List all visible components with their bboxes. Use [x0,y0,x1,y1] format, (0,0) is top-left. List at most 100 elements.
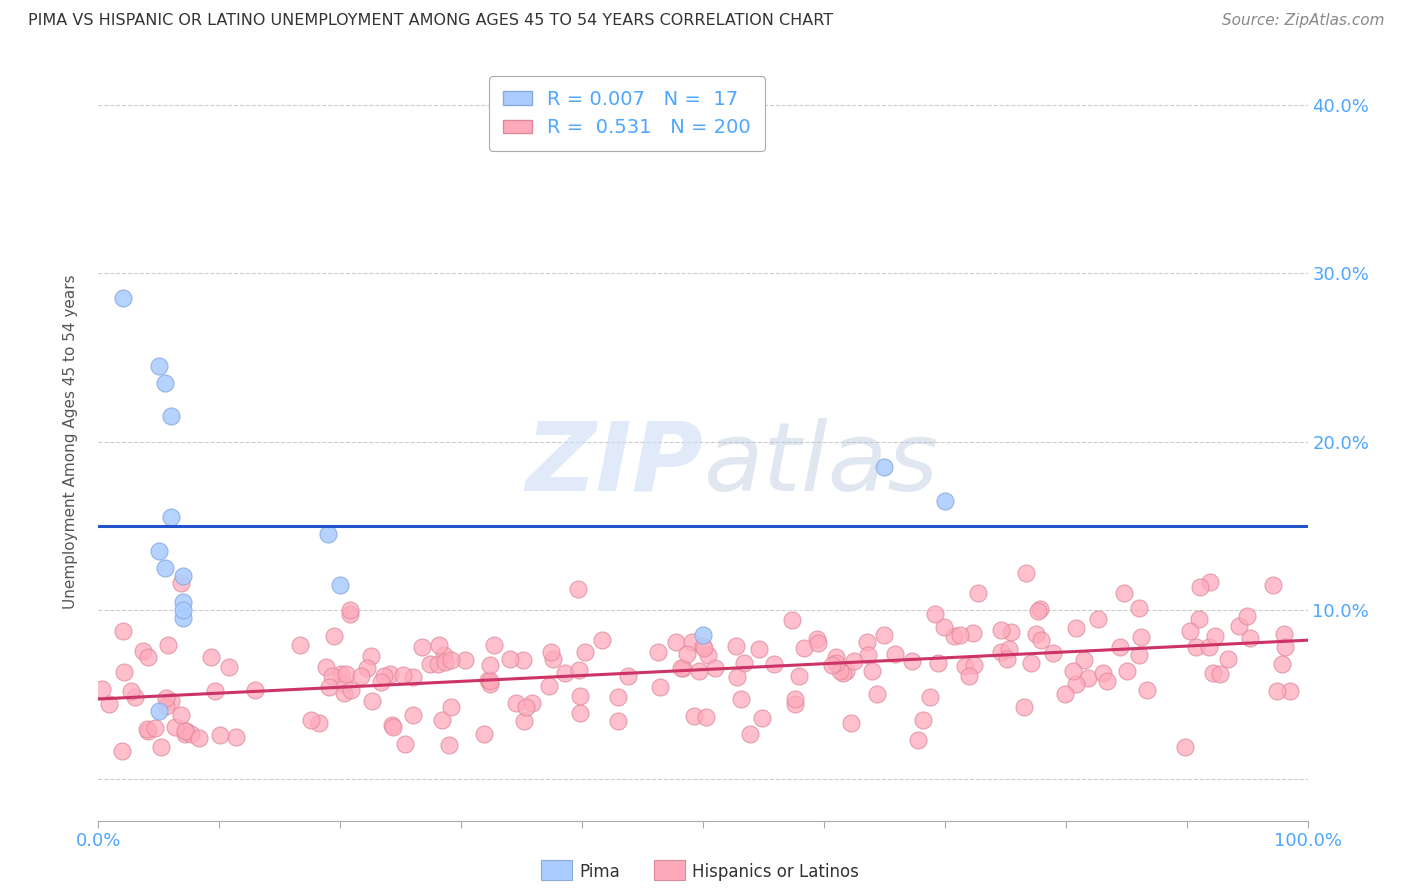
Point [962,626,984,640]
Point [430,713,453,727]
Point [1227,619,1250,633]
Point [426,657,449,672]
Point [170,576,193,591]
Point [315,660,337,674]
Point [157,638,180,652]
Point [704,661,727,675]
Point [145,721,167,735]
Point [762,657,785,671]
Point [98,697,121,711]
Point [290,638,312,652]
Point [90,681,112,696]
Point [1272,627,1295,641]
Point [927,656,949,670]
Point [350,669,373,683]
Point [824,650,846,665]
Point [332,677,354,691]
Point [1109,640,1132,654]
Point [148,704,170,718]
Point [793,640,815,655]
Point [856,635,879,649]
Point [1265,683,1288,698]
Point [149,740,172,755]
Point [567,582,589,597]
Point [995,652,1018,666]
Point [747,642,769,657]
Point [321,669,343,683]
Point [512,652,534,666]
Point [672,660,695,674]
Point [433,648,456,662]
Point [730,692,752,706]
Point [1029,633,1052,648]
Point [172,603,194,617]
Point [174,727,197,741]
Point [174,723,197,738]
Point [1116,664,1139,678]
Point [356,661,378,675]
Point [163,720,186,734]
Point [966,586,988,600]
Point [839,715,862,730]
Point [825,657,848,671]
Point [540,645,562,659]
Point [1202,666,1225,681]
Point [170,708,193,723]
Point [172,594,194,608]
Point [153,561,176,575]
Text: Pima: Pima [579,863,620,881]
Point [1136,682,1159,697]
Point [482,638,505,652]
Point [1188,612,1211,626]
Point [591,632,613,647]
Point [440,653,463,667]
Point [1263,578,1285,592]
Point [616,669,638,683]
Point [333,685,356,699]
Point [1077,671,1099,685]
Point [318,680,340,694]
Point [697,648,720,662]
Point [1204,629,1226,643]
Point [998,641,1021,656]
Point [479,658,502,673]
Point [370,674,392,689]
Point [541,652,564,666]
Point [155,691,177,706]
Point [411,640,433,654]
Point [335,667,357,681]
Point [499,651,522,665]
Point [360,648,382,663]
Point [1087,612,1109,626]
Point [669,661,692,675]
Point [1095,673,1118,688]
Point [1128,601,1150,615]
Text: Source: ZipAtlas.com: Source: ZipAtlas.com [1222,13,1385,29]
Point [208,728,231,742]
Point [901,654,924,668]
Point [665,635,688,649]
Point [606,690,628,704]
Point [316,527,339,541]
Point [1188,580,1211,594]
Point [963,657,986,672]
Point [692,628,714,642]
Point [1073,653,1095,667]
Point [830,664,852,678]
Point [112,665,135,680]
Point [924,607,946,622]
Point [568,706,591,720]
Point [148,359,170,373]
Point [148,544,170,558]
Point [174,723,197,738]
Point [136,649,159,664]
Point [329,666,352,681]
Point [478,677,501,691]
Point [187,731,209,745]
Text: PIMA VS HISPANIC OR LATINO UNEMPLOYMENT AMONG AGES 45 TO 54 YEARS CORRELATION CH: PIMA VS HISPANIC OR LATINO UNEMPLOYMENT … [28,13,834,29]
Point [1279,683,1302,698]
Point [218,660,240,674]
Point [806,632,828,647]
Point [1092,666,1115,681]
Point [957,669,980,683]
